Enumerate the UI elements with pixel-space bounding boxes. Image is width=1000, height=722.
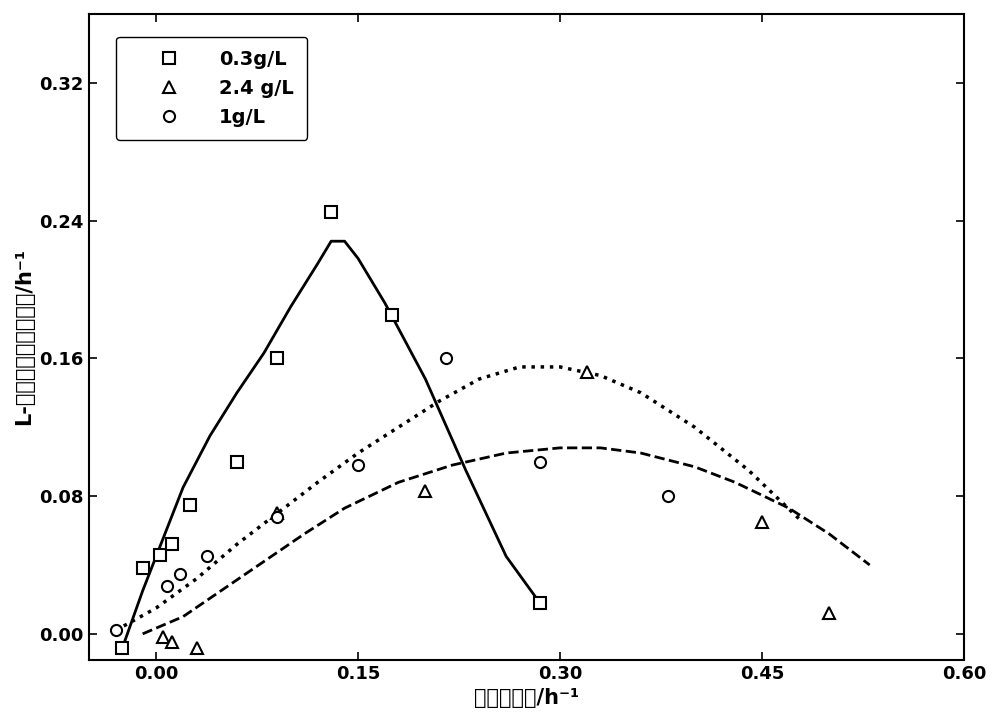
- 1g/L: [271, 513, 283, 521]
- 2.4 g/L: [191, 643, 203, 652]
- 1g/L: [201, 552, 213, 561]
- 2.4 g/L: [756, 518, 768, 526]
- 2.4 g/L: [823, 609, 835, 617]
- Line: 1g/L: 1g/L: [110, 353, 673, 636]
- Legend: 0.3g/L, 2.4 g/L, 1g/L: 0.3g/L, 2.4 g/L, 1g/L: [116, 37, 307, 140]
- X-axis label: 比生长速率/h⁻¹: 比生长速率/h⁻¹: [474, 688, 579, 708]
- 0.3g/L: [137, 564, 149, 573]
- 0.3g/L: [116, 643, 128, 652]
- 1g/L: [440, 354, 452, 362]
- 0.3g/L: [386, 311, 398, 320]
- 0.3g/L: [534, 599, 546, 607]
- Line: 2.4 g/L: 2.4 g/L: [157, 367, 835, 653]
- 2.4 g/L: [271, 509, 283, 518]
- 2.4 g/L: [157, 633, 169, 642]
- 0.3g/L: [184, 500, 196, 509]
- 1g/L: [662, 492, 674, 500]
- 2.4 g/L: [581, 367, 593, 376]
- 0.3g/L: [325, 208, 337, 217]
- 0.3g/L: [154, 550, 166, 559]
- 1g/L: [352, 461, 364, 469]
- 0.3g/L: [271, 354, 283, 362]
- 0.3g/L: [166, 540, 178, 549]
- 1g/L: [161, 581, 173, 590]
- 2.4 g/L: [419, 487, 431, 495]
- 1g/L: [534, 457, 546, 466]
- 1g/L: [174, 569, 186, 578]
- 2.4 g/L: [166, 638, 178, 647]
- Line: 0.3g/L: 0.3g/L: [117, 206, 545, 653]
- Y-axis label: L-苯丙氨酸比合成速率/h⁻¹: L-苯丙氨酸比合成速率/h⁻¹: [14, 248, 34, 425]
- 0.3g/L: [231, 457, 243, 466]
- 1g/L: [110, 626, 122, 635]
